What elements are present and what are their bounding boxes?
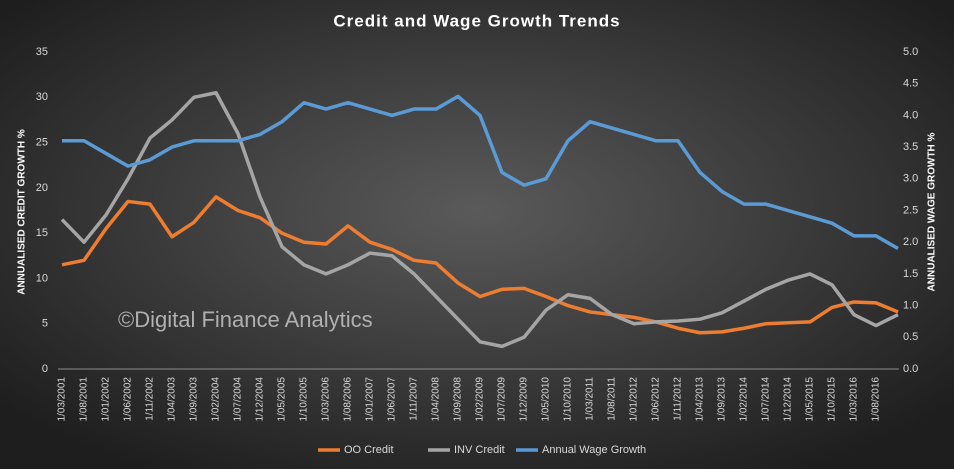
x-tick-label: 1/08/2006 bbox=[343, 377, 354, 422]
y-tick-label: 30 bbox=[36, 91, 48, 103]
x-tick-label: 1/01/2002 bbox=[101, 377, 112, 422]
y2-tick-label: 5.0 bbox=[903, 46, 918, 58]
x-tick-label: 1/05/2015 bbox=[805, 377, 816, 422]
x-tick-label: 1/06/2007 bbox=[387, 377, 398, 422]
line-series bbox=[61, 195, 899, 335]
x-tick-label: 1/05/2010 bbox=[541, 377, 552, 422]
x-tick-label: 1/11/2007 bbox=[409, 377, 420, 421]
x-tick-label: 1/01/2007 bbox=[365, 377, 376, 422]
x-tick-label: 1/03/2001 bbox=[57, 377, 68, 422]
x-tick-label: 1/04/2008 bbox=[431, 377, 442, 422]
y-tick-label: 0 bbox=[42, 363, 48, 375]
y-tick-label: 15 bbox=[36, 227, 48, 239]
x-tick-label: 1/08/2001 bbox=[79, 377, 90, 422]
y2-tick-label: 3.0 bbox=[903, 173, 918, 185]
x-tick-label: 1/07/2004 bbox=[233, 377, 244, 422]
x-tick-label: 1/01/2012 bbox=[629, 377, 640, 422]
x-tick-label: 1/10/2005 bbox=[299, 377, 310, 422]
y2-axis-title: ANNUALISED WAGE GROWTH % bbox=[927, 132, 938, 291]
x-tick-label: 1/03/2016 bbox=[849, 377, 860, 422]
y2-tick-label: 2.5 bbox=[903, 204, 918, 216]
y2-tick-label: 3.5 bbox=[903, 141, 918, 153]
y2-tick-label: 2.0 bbox=[903, 236, 918, 248]
x-tick-label: 1/06/2012 bbox=[651, 377, 662, 422]
x-tick-label: 1/12/2004 bbox=[255, 377, 266, 422]
y-tick-label: 25 bbox=[36, 136, 48, 148]
line-series bbox=[60, 91, 899, 349]
x-tick-label: 1/07/2009 bbox=[497, 377, 508, 422]
y2-tick-label: 1.0 bbox=[903, 300, 918, 312]
y2-tick-label: 4.5 bbox=[903, 78, 918, 90]
x-tick-label: 1/11/2002 bbox=[145, 377, 156, 421]
chart-title: Credit and Wage Growth Trends bbox=[333, 11, 620, 30]
line-series bbox=[62, 94, 899, 251]
x-tick-label: 1/04/2013 bbox=[695, 377, 706, 422]
x-tick-label: 1/02/2004 bbox=[211, 377, 222, 422]
x-tick-label: 1/03/2006 bbox=[321, 377, 332, 422]
x-tick-label: 1/05/2005 bbox=[277, 377, 288, 422]
x-tick-label: 1/06/2002 bbox=[123, 377, 134, 422]
y-tick-label: 20 bbox=[36, 182, 48, 194]
x-tick-label: 1/07/2014 bbox=[761, 377, 772, 422]
x-tick-label: 1/09/2003 bbox=[189, 377, 200, 422]
legend-label: INV Credit bbox=[454, 444, 505, 456]
x-tick-label: 1/12/2009 bbox=[519, 377, 530, 422]
x-tick-label: 1/08/2016 bbox=[871, 377, 882, 422]
legend-label: Annual Wage Growth bbox=[542, 444, 646, 456]
y-tick-label: 35 bbox=[36, 46, 48, 58]
x-tick-label: 1/02/2009 bbox=[475, 377, 486, 422]
y2-tick-label: 4.0 bbox=[903, 109, 918, 121]
x-tick-label: 1/03/2011 bbox=[585, 377, 596, 421]
y2-tick-label: 0.0 bbox=[903, 363, 918, 375]
x-tick-label: 1/09/2008 bbox=[453, 377, 464, 422]
x-tick-label: 1/04/2003 bbox=[167, 377, 178, 422]
y-tick-label: 5 bbox=[42, 318, 48, 330]
x-tick-label: 1/10/2010 bbox=[563, 377, 574, 422]
x-tick-label: 1/09/2013 bbox=[717, 377, 728, 422]
y2-tick-label: 0.5 bbox=[903, 331, 918, 343]
x-tick-label: 1/12/2014 bbox=[783, 377, 794, 422]
legend-label: OO Credit bbox=[344, 444, 394, 456]
x-tick-label: 1/11/2012 bbox=[673, 377, 684, 421]
watermark: ©Digital Finance Analytics bbox=[118, 307, 373, 332]
x-tick-label: 1/02/2014 bbox=[739, 377, 750, 422]
y2-tick-label: 1.5 bbox=[903, 268, 918, 280]
x-tick-label: 1/08/2011 bbox=[607, 377, 618, 421]
y-axis-title: ANNUALISED CREDIT GROWTH % bbox=[17, 129, 28, 295]
x-tick-label: 1/10/2015 bbox=[827, 377, 838, 422]
y-tick-label: 10 bbox=[36, 272, 48, 284]
